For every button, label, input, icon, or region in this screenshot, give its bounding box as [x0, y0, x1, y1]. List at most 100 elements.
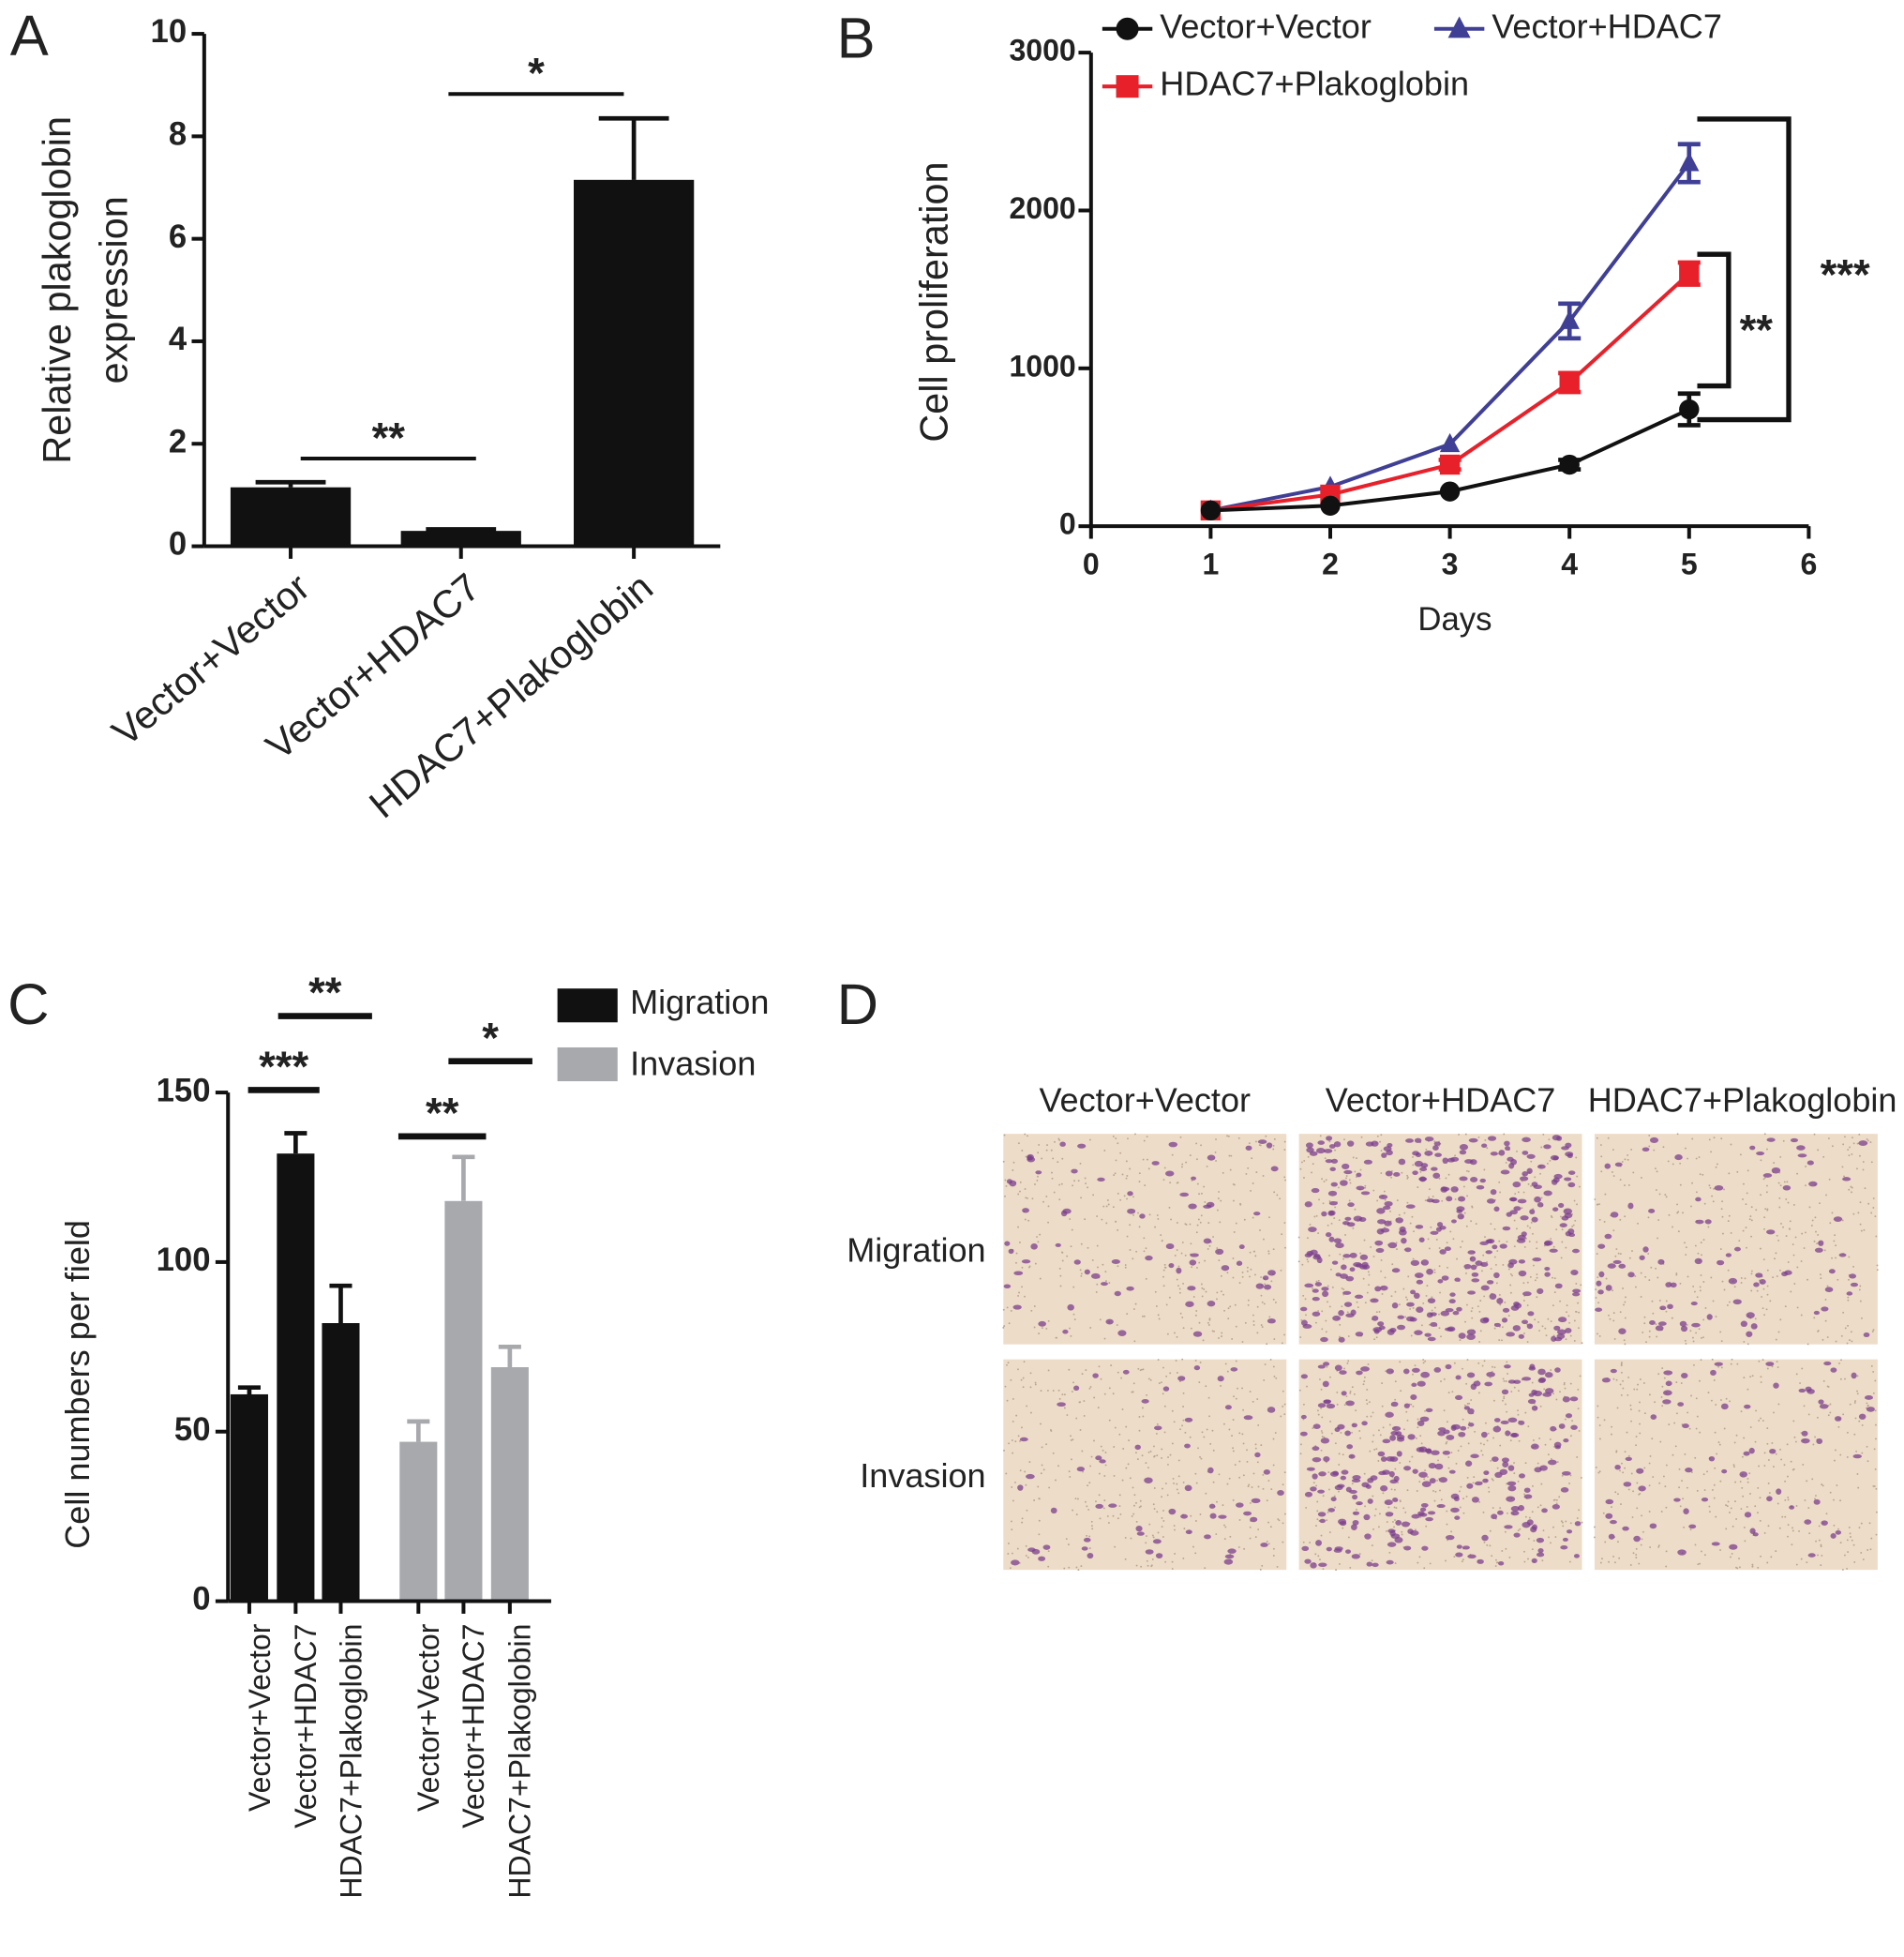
pore: [1851, 1539, 1853, 1542]
pore: [1336, 1391, 1339, 1393]
cell: [1420, 1259, 1430, 1266]
pore: [1657, 1544, 1660, 1547]
cell: [1744, 1404, 1751, 1409]
cell: [1492, 1244, 1498, 1250]
pore: [1368, 1284, 1371, 1287]
cell: [1506, 1332, 1515, 1337]
pore: [1777, 1182, 1780, 1184]
pore: [1454, 1154, 1457, 1157]
pore: [1802, 1463, 1805, 1466]
pore: [1177, 1265, 1180, 1268]
pore: [1099, 1318, 1102, 1321]
pore: [1155, 1305, 1158, 1307]
pore: [1762, 1307, 1764, 1310]
pore: [1104, 1452, 1107, 1453]
cell: [1781, 1271, 1789, 1277]
pore: [1071, 1391, 1073, 1392]
pore: [1482, 1511, 1485, 1513]
pore: [1114, 1172, 1117, 1175]
pore: [1817, 1149, 1820, 1152]
pore: [1367, 1271, 1370, 1273]
cell: [1185, 1301, 1194, 1307]
pore: [1321, 1416, 1324, 1419]
pore: [1146, 1535, 1147, 1537]
pore: [1695, 1397, 1698, 1400]
pore: [1300, 1319, 1303, 1321]
pore: [1086, 1534, 1088, 1537]
cell: [1329, 1167, 1336, 1172]
pore: [1243, 1547, 1246, 1550]
pore: [1635, 1444, 1637, 1447]
pore: [1197, 1447, 1199, 1450]
pore: [1351, 1386, 1354, 1389]
pore: [1800, 1314, 1803, 1317]
pore: [1841, 1568, 1844, 1571]
pore: [1358, 1553, 1361, 1556]
pore: [1058, 1138, 1061, 1141]
pore: [1835, 1257, 1837, 1259]
pore: [1020, 1378, 1023, 1381]
cell: [1190, 1253, 1199, 1257]
pore: [1494, 1263, 1497, 1266]
cell: [1352, 1519, 1359, 1526]
pore: [1161, 1456, 1163, 1459]
cell: [1547, 1459, 1557, 1466]
pore: [1034, 1383, 1037, 1386]
pore: [1125, 1160, 1128, 1163]
pore: [1820, 1543, 1822, 1546]
pore: [1381, 1382, 1384, 1385]
cell: [1418, 1471, 1428, 1478]
pore: [1505, 1161, 1507, 1164]
pore: [1042, 1200, 1044, 1203]
pore: [1024, 1470, 1027, 1473]
cell: [1179, 1192, 1190, 1197]
pore: [1550, 1369, 1552, 1371]
pore: [1619, 1383, 1622, 1386]
pore: [1510, 1391, 1513, 1392]
pore: [1862, 1161, 1865, 1163]
pore: [1099, 1517, 1102, 1520]
pore: [1126, 1197, 1129, 1200]
x-tick-label: 4: [1561, 547, 1578, 580]
pore: [1495, 1558, 1497, 1561]
pore: [1658, 1193, 1661, 1196]
cell: [1622, 1526, 1629, 1531]
pore: [1719, 1480, 1722, 1483]
pore: [1677, 1230, 1680, 1233]
pore: [1847, 1551, 1850, 1553]
pore: [1142, 1415, 1145, 1418]
cell: [1813, 1498, 1821, 1505]
pore: [1215, 1533, 1218, 1535]
cell: [1543, 1190, 1552, 1197]
pore: [1493, 1366, 1496, 1369]
pore: [1132, 1257, 1134, 1260]
pore: [1252, 1314, 1254, 1317]
pore: [1768, 1492, 1771, 1494]
pore: [1140, 1565, 1143, 1568]
cell: [1363, 1159, 1372, 1165]
pore: [1460, 1445, 1462, 1448]
pore: [1153, 1455, 1156, 1458]
pore: [1538, 1330, 1541, 1332]
cell: [1436, 1503, 1446, 1509]
pore: [1773, 1162, 1776, 1165]
pore: [1526, 1341, 1529, 1343]
cell: [1414, 1330, 1423, 1335]
pore: [1815, 1495, 1817, 1497]
pore: [1036, 1236, 1038, 1238]
pore: [1465, 1382, 1468, 1385]
pore: [1703, 1202, 1706, 1205]
pore: [1270, 1488, 1273, 1491]
pore: [1478, 1310, 1481, 1313]
pore: [1511, 1274, 1514, 1277]
pore: [1365, 1399, 1368, 1402]
pore: [1083, 1414, 1086, 1417]
cell: [1519, 1473, 1525, 1479]
cell: [1552, 1156, 1559, 1161]
pore: [1578, 1429, 1581, 1432]
pore: [1649, 1546, 1652, 1548]
cell: [1513, 1301, 1520, 1307]
cell: [1022, 1208, 1029, 1213]
pore: [1082, 1470, 1084, 1473]
pore: [1004, 1385, 1007, 1388]
